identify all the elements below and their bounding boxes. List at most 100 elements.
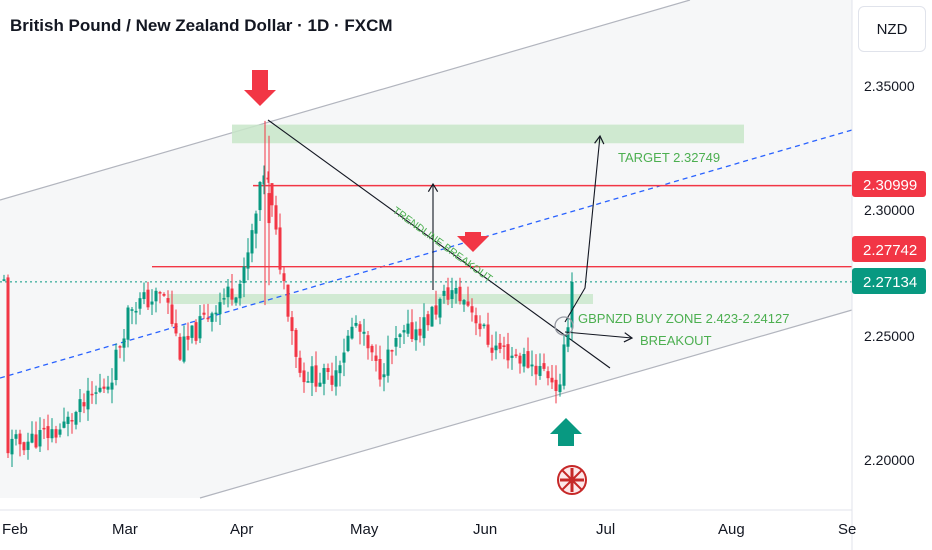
candle-body	[554, 379, 558, 391]
candle-body	[138, 298, 142, 309]
candle-body	[186, 335, 190, 340]
arrow-head	[427, 182, 439, 193]
candle-body	[346, 335, 350, 351]
candle-body	[102, 386, 106, 389]
x-tick-label: Jun	[473, 521, 497, 538]
candle-body	[190, 325, 194, 338]
candle-body	[374, 355, 378, 361]
up-arrow-marker	[550, 418, 582, 446]
candle-body	[334, 370, 338, 387]
candle-body	[142, 292, 146, 300]
candle-body	[106, 386, 110, 390]
candle-body	[230, 288, 234, 300]
price-tag	[852, 268, 926, 294]
candle-body	[22, 442, 26, 451]
candle-body	[254, 213, 258, 234]
candle-body	[538, 366, 542, 376]
price-tag	[852, 236, 926, 262]
candle-body	[170, 304, 174, 324]
candle-body	[294, 329, 298, 357]
candle-body	[242, 266, 246, 284]
candle-body	[82, 402, 86, 407]
target-zone	[232, 124, 744, 144]
breakout-arrow-line	[564, 331, 633, 339]
candle-body	[62, 421, 66, 428]
candle-body	[414, 329, 418, 341]
candle-body	[506, 344, 510, 361]
candle-body	[514, 354, 518, 357]
candle-body	[2, 279, 6, 281]
y-tick-label: 2.35000	[864, 78, 915, 94]
y-tick-label: 2.30000	[864, 202, 915, 218]
candle-body	[50, 429, 54, 439]
candle-body	[6, 277, 10, 454]
candle-body	[122, 338, 126, 348]
candle-body	[446, 287, 450, 300]
candle-body	[70, 420, 74, 422]
candle-body	[42, 427, 46, 430]
candle-body	[342, 352, 346, 363]
candle-body	[526, 351, 530, 368]
x-tick-label: Se	[838, 521, 856, 538]
candle-body	[250, 230, 254, 254]
candle-body	[258, 181, 262, 211]
candle-body	[306, 381, 310, 383]
candle-body	[434, 305, 438, 315]
projection-line	[564, 135, 601, 323]
candle-body	[30, 433, 34, 443]
candle-body	[262, 175, 266, 185]
candle-body	[174, 323, 178, 334]
candle-body	[178, 336, 182, 360]
descending-trendline	[267, 119, 611, 369]
candle-body	[422, 317, 426, 339]
candle-body	[10, 438, 14, 455]
candle-body	[474, 315, 478, 324]
candle-body	[542, 363, 546, 369]
candle-body	[154, 290, 158, 302]
candle-body	[362, 331, 366, 334]
y-tick-label: 2.20000	[864, 452, 915, 468]
candle-body	[182, 336, 186, 362]
candle-body	[146, 289, 150, 308]
y-tick-label: 2.25000	[864, 328, 915, 344]
price-tag-label: 2.27742	[863, 242, 917, 259]
candle-body	[558, 384, 562, 393]
price-tag-label: 2.27134	[863, 274, 917, 291]
buy-zone-band	[168, 294, 593, 304]
candle-body	[210, 313, 214, 322]
candle-body	[494, 345, 498, 351]
candle-body	[438, 298, 442, 318]
candle-body	[298, 357, 302, 373]
candle-body	[158, 292, 162, 294]
candle-body	[498, 342, 502, 349]
candle-body	[418, 328, 422, 336]
candle-body	[150, 301, 154, 305]
down-arrow-marker	[244, 70, 276, 106]
target-label: TARGET 2.32749	[618, 150, 720, 165]
candle-body	[222, 298, 226, 300]
candle-body	[566, 327, 570, 347]
candle-body	[270, 183, 274, 206]
candle-body	[286, 284, 290, 317]
candle-body	[314, 365, 318, 387]
candle-body	[322, 368, 326, 384]
candle-body	[366, 335, 370, 349]
candle-body	[530, 364, 534, 367]
candle-body	[166, 298, 170, 303]
candle-body	[282, 273, 286, 282]
candle-body	[534, 365, 538, 375]
candle-body	[114, 349, 118, 381]
candle-body	[522, 353, 526, 367]
candle-body	[326, 368, 330, 373]
candle-body	[458, 286, 462, 302]
candle-body	[14, 434, 18, 439]
candle-body	[450, 290, 454, 300]
candle-body	[426, 314, 430, 326]
candle-body	[274, 205, 278, 230]
currency-button[interactable]: NZD	[858, 6, 926, 52]
candle-body	[218, 302, 222, 315]
candle-body	[94, 392, 98, 394]
candle-body	[354, 322, 358, 326]
